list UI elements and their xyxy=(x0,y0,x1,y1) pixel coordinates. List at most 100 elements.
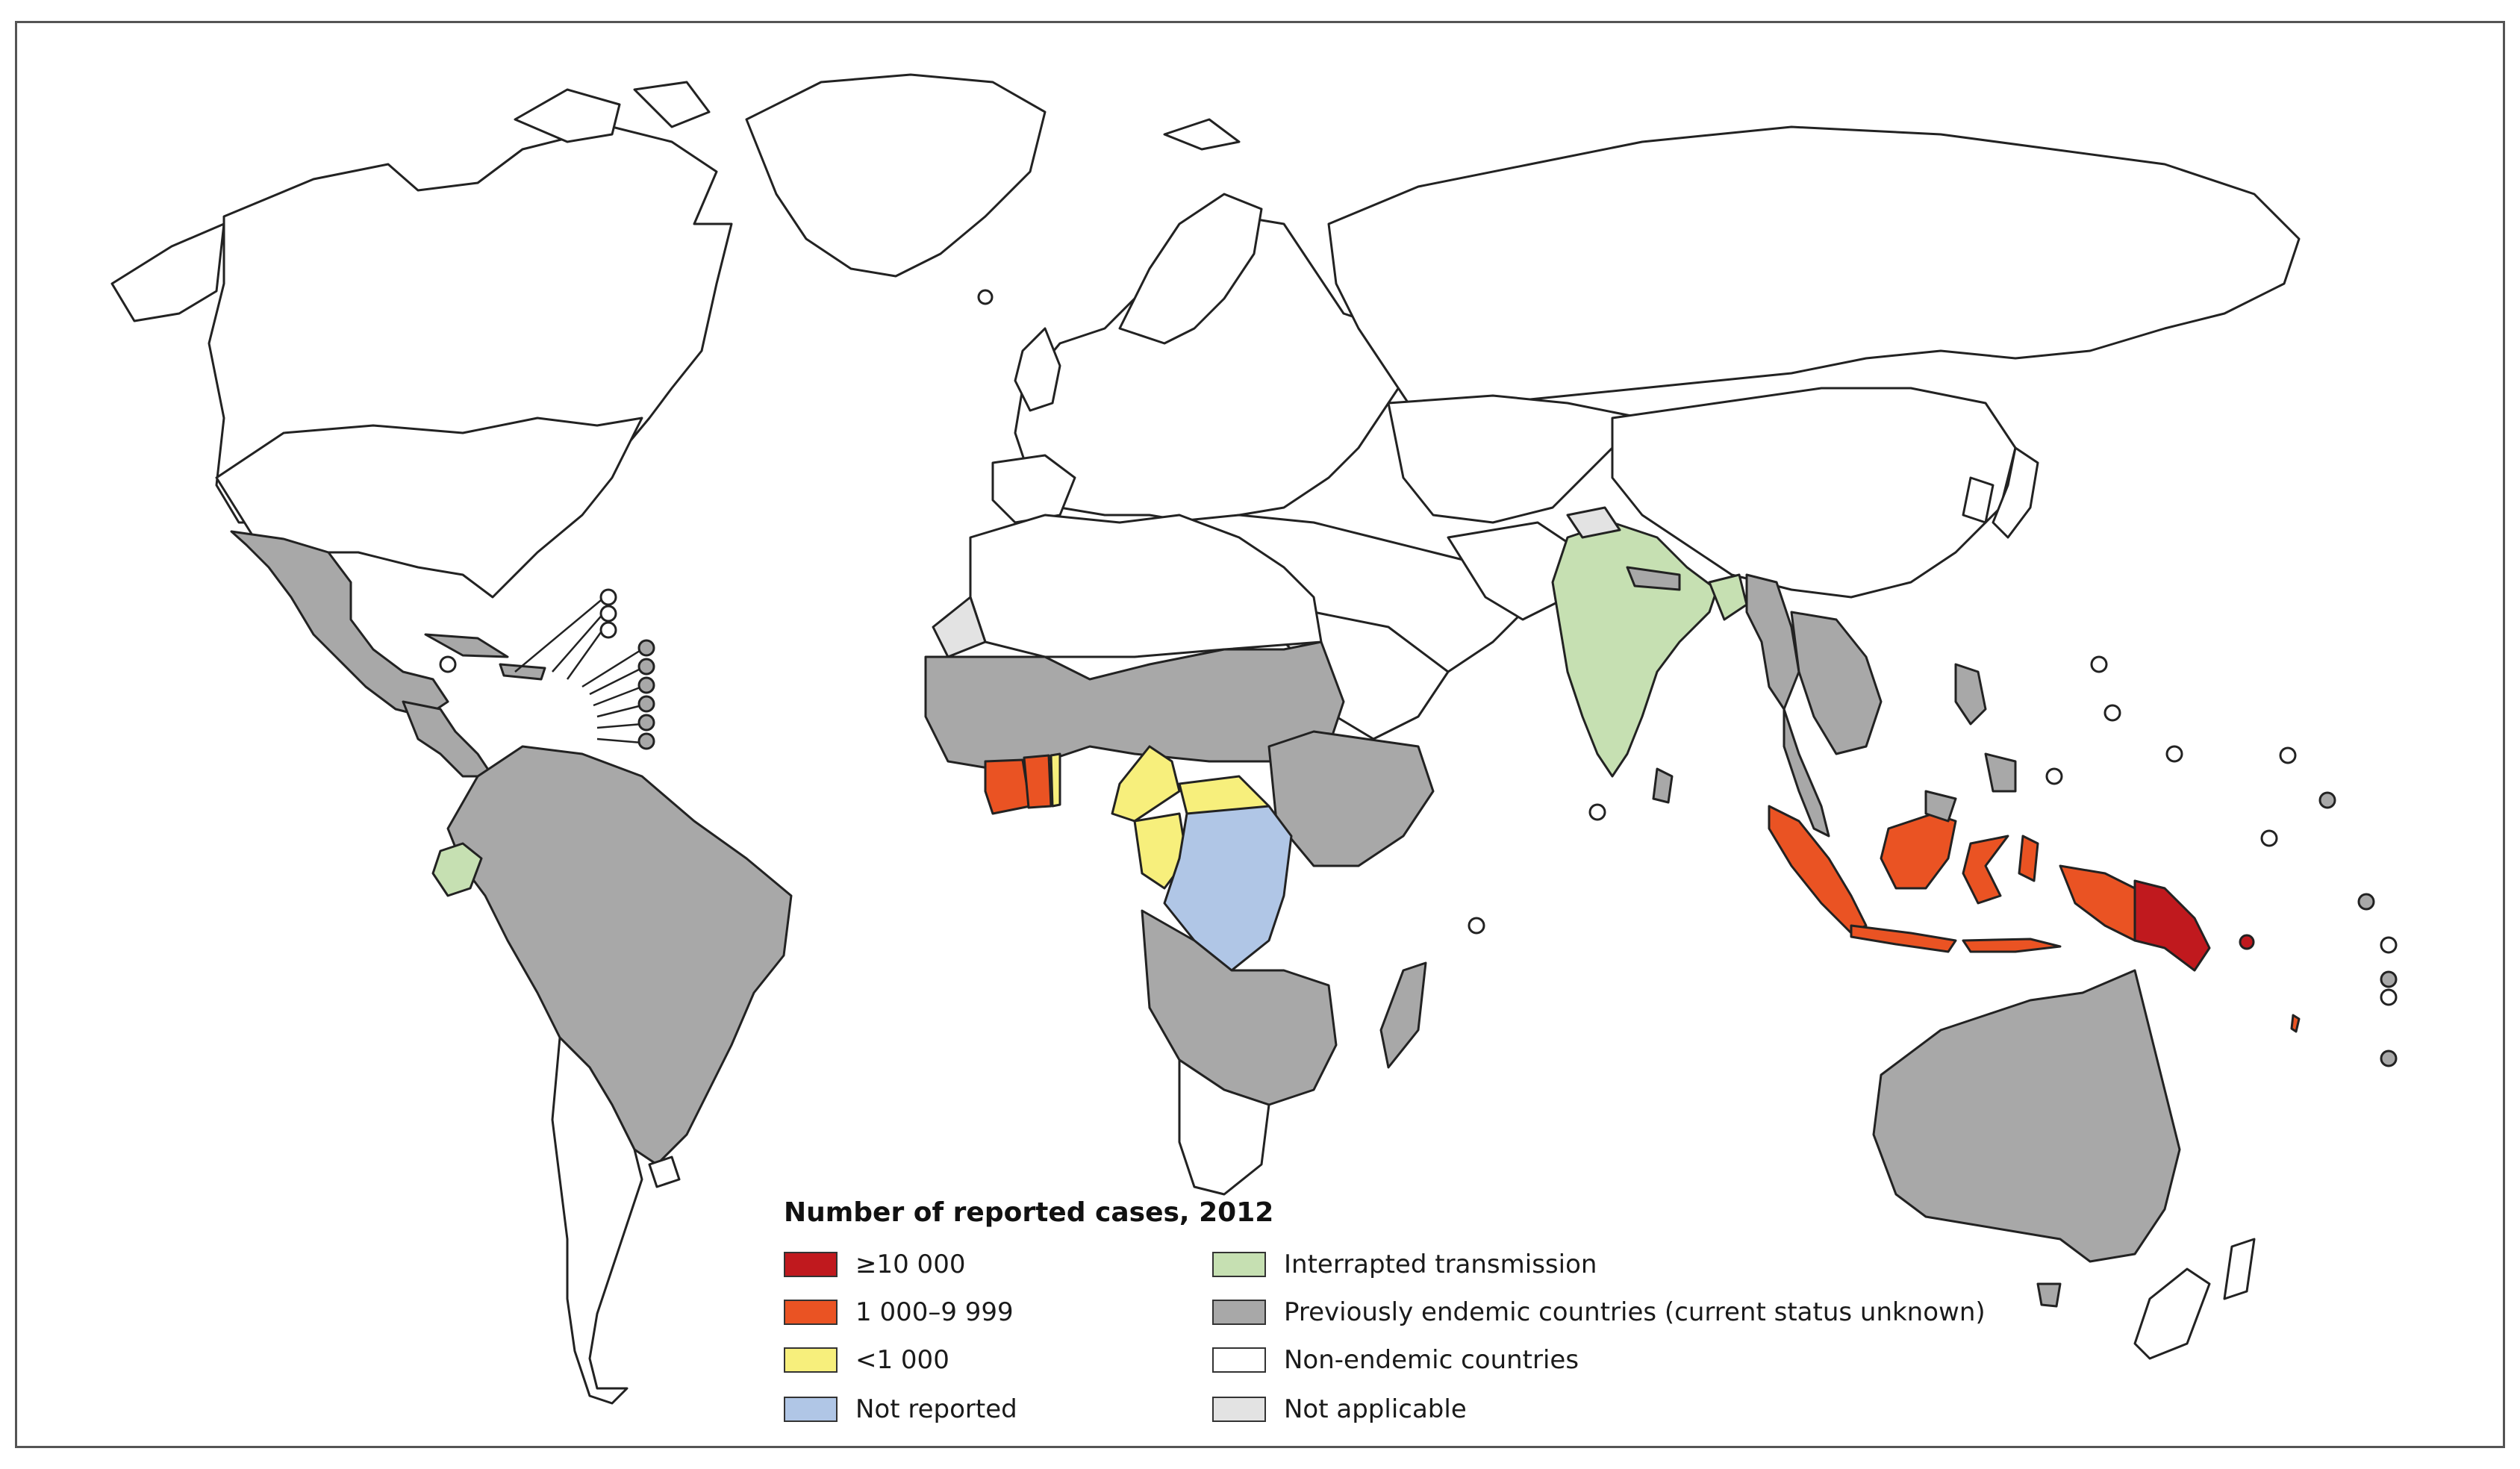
callout-line xyxy=(596,704,643,718)
legend-swatch-high xyxy=(784,1252,838,1277)
legend-label-interrupted: Interrapted transmission xyxy=(1284,1250,1597,1279)
caribbean-callout-dot xyxy=(637,732,655,750)
malay-peninsula xyxy=(1783,708,1830,838)
kashmir xyxy=(1566,506,1621,539)
central-america xyxy=(402,700,494,778)
pacific-island xyxy=(2357,893,2375,911)
papua-indonesia xyxy=(2059,864,2136,942)
caribbean-callout-dot xyxy=(599,605,617,623)
central-asia xyxy=(1387,394,1644,524)
legend-label-not-reported: Not reported xyxy=(855,1394,1017,1424)
pacific-island xyxy=(2103,704,2121,722)
australia xyxy=(1872,969,2181,1263)
sri-lanka xyxy=(1652,767,1674,804)
pacific-island xyxy=(2260,829,2278,847)
china xyxy=(1611,387,2017,599)
siberian-island xyxy=(1163,118,1241,151)
callout-line xyxy=(589,667,643,696)
south-africa xyxy=(1178,1058,1270,1196)
legend-item-mid: 1 000–9 999 xyxy=(784,1296,1014,1329)
caribbean-callout-dot xyxy=(599,621,617,639)
callout-line xyxy=(593,685,643,707)
russia xyxy=(1327,125,2301,420)
papua-new-guinea xyxy=(2133,879,2211,972)
sulawesi xyxy=(1962,835,2009,905)
indochina xyxy=(1790,611,1883,755)
legend-swatch-not-reported xyxy=(784,1397,838,1422)
south-america-endemic xyxy=(446,745,793,1166)
caribbean-island xyxy=(439,655,457,673)
legend-item-interrupted: Interrapted transmission xyxy=(1212,1248,1597,1281)
pacific-island xyxy=(2380,988,2398,1006)
legend-swatch-previously-endemic xyxy=(1212,1300,1266,1325)
pacific-island xyxy=(2279,746,2297,764)
legend-swatch-not-applicable xyxy=(1212,1397,1266,1422)
caribbean-callout-dot xyxy=(637,714,655,732)
north-africa xyxy=(969,514,1323,658)
legend-item-non-endemic: Non-endemic countries xyxy=(1212,1344,1579,1376)
japan xyxy=(1992,446,2039,539)
legend-swatch-low xyxy=(784,1347,838,1373)
callout-line xyxy=(552,611,605,673)
caribbean-callout-dot xyxy=(637,658,655,676)
ecuador xyxy=(431,842,483,897)
legend-label-mid: 1 000–9 999 xyxy=(855,1297,1014,1327)
india xyxy=(1551,521,1718,778)
cuba xyxy=(424,633,509,658)
uruguay xyxy=(648,1155,681,1188)
greenland xyxy=(745,73,1047,278)
callout-line xyxy=(566,626,606,680)
myanmar xyxy=(1745,573,1800,711)
canada-arctic-islands xyxy=(514,88,621,143)
atlantic-island xyxy=(977,289,994,305)
scandinavia xyxy=(1118,193,1263,345)
democratic-republic-of-congo xyxy=(1163,805,1293,972)
pacific-island xyxy=(2380,1049,2398,1067)
caribbean-callout-dot xyxy=(637,639,655,657)
legend-label-non-endemic: Non-endemic countries xyxy=(1284,1345,1579,1375)
philippines xyxy=(1954,663,1987,726)
hispaniola xyxy=(499,663,546,681)
pacific-island xyxy=(2380,970,2398,988)
callout-line xyxy=(581,648,643,688)
alaska xyxy=(110,222,225,322)
caribbean-callout-dot xyxy=(637,676,655,694)
madagascar xyxy=(1379,961,1427,1069)
maluku xyxy=(2018,835,2039,882)
nepal xyxy=(1626,566,1681,591)
borneo xyxy=(1880,812,1957,890)
borneo-north xyxy=(1924,790,1957,823)
callout-line xyxy=(514,596,605,673)
new-zealand xyxy=(2133,1267,2211,1360)
uk xyxy=(1014,327,1061,412)
legend-swatch-interrupted xyxy=(1212,1252,1266,1277)
western-sahara xyxy=(932,596,987,658)
caribbean-callout-dot xyxy=(637,695,655,713)
south-america-southern-cone xyxy=(551,1036,643,1405)
legend-label-not-applicable: Not applicable xyxy=(1284,1394,1467,1424)
legend-item-high: ≥10 000 xyxy=(784,1248,965,1281)
togo xyxy=(1050,752,1061,808)
legend-item-not-applicable: Not applicable xyxy=(1212,1393,1467,1426)
java xyxy=(1850,924,1957,953)
legend-label-previously-endemic: Previously endemic countries (current st… xyxy=(1284,1297,1986,1327)
ghana xyxy=(1023,754,1052,809)
east-africa xyxy=(1267,730,1435,867)
lesser-sunda xyxy=(1962,938,2062,953)
caribbean-callout-dot xyxy=(599,588,617,606)
pacific-island xyxy=(2165,745,2183,763)
canada-arctic-islands-2 xyxy=(633,81,711,128)
korea xyxy=(1962,476,1995,524)
indian-ocean-island xyxy=(1588,803,1606,821)
pacific-island xyxy=(2090,655,2108,673)
legend-item-low: <1 000 xyxy=(784,1344,949,1376)
new-zealand-north xyxy=(2223,1238,2256,1300)
legend-item-not-reported: Not reported xyxy=(784,1393,1017,1426)
callout-line xyxy=(596,737,643,744)
legend-title: Number of reported cases, 2012 xyxy=(784,1197,1274,1228)
legend-item-previously-endemic: Previously endemic countries (current st… xyxy=(1212,1296,1986,1329)
legend-swatch-mid xyxy=(784,1300,838,1325)
legend-label-high: ≥10 000 xyxy=(855,1250,966,1279)
callout-line xyxy=(596,723,643,729)
